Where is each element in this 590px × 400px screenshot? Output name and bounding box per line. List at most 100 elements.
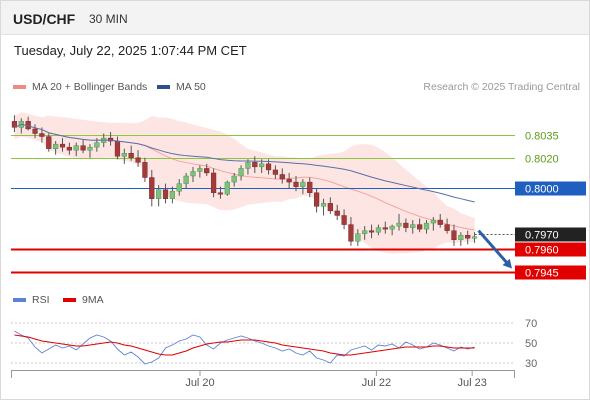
candle-body xyxy=(142,162,148,178)
level-tag-0.7970 xyxy=(515,227,586,242)
x-tick-label: Jul 23 xyxy=(457,377,486,389)
candle-body xyxy=(300,181,306,187)
candle-body xyxy=(190,171,196,177)
candle-body xyxy=(46,136,52,149)
legend-label: MA 50 xyxy=(176,81,206,93)
candle-body xyxy=(410,224,416,228)
legend-rsi: RSI xyxy=(13,294,50,306)
candle-body xyxy=(66,146,72,151)
legend-swatch xyxy=(13,298,26,303)
candle-body xyxy=(128,153,134,158)
interval-label: 30 MIN xyxy=(89,12,128,26)
candle-body xyxy=(458,235,464,240)
candle-body xyxy=(87,146,93,151)
candle-body xyxy=(465,235,471,239)
legend-9ma: 9MA xyxy=(63,294,104,306)
bollinger-band xyxy=(14,112,475,254)
title-bar: USD/CHF 30 MIN xyxy=(1,1,589,35)
candle-body xyxy=(39,133,45,137)
candle-body xyxy=(327,203,333,212)
candle-body xyxy=(286,178,292,183)
candle-body xyxy=(451,230,457,240)
candle-body xyxy=(210,172,217,193)
candle-body xyxy=(368,230,375,233)
candle-body xyxy=(362,230,368,234)
candle-body xyxy=(265,163,272,171)
x-tick-label: Jul 20 xyxy=(185,377,214,389)
candle-body xyxy=(437,219,443,225)
candle-body xyxy=(11,121,18,128)
candle-body xyxy=(94,142,100,148)
level-label-0.7970: 0.7970 xyxy=(525,230,559,242)
candle-body xyxy=(114,140,121,157)
candle-body xyxy=(471,236,478,239)
candle-body xyxy=(348,224,354,242)
candle-body xyxy=(53,143,59,149)
legend-ma50: MA 50 xyxy=(157,81,206,93)
candle-body xyxy=(279,174,285,180)
candle-body xyxy=(272,169,279,175)
level-label-0.7945: 0.7945 xyxy=(525,268,559,280)
ma50-line xyxy=(14,123,475,203)
candle-body xyxy=(334,210,340,216)
candle-body xyxy=(375,227,382,233)
candle-body xyxy=(80,145,86,151)
timestamp: Tuesday, July 22, 2025 1:07:44 PM CET xyxy=(14,43,247,58)
candle-body xyxy=(176,183,182,192)
candle-body xyxy=(238,168,244,177)
candle-body xyxy=(135,157,141,163)
level-tag-0.7945 xyxy=(515,265,586,280)
candle-body xyxy=(389,225,395,230)
candle-body xyxy=(252,162,258,168)
candle-body xyxy=(121,153,127,157)
rsi-series-rsi xyxy=(14,330,475,365)
candle-body xyxy=(32,128,38,134)
credit-text: Research © 2025 Trading Central xyxy=(423,81,580,93)
candle-body xyxy=(224,181,230,195)
candle-body xyxy=(341,215,347,225)
candle-body xyxy=(107,137,114,142)
candle-body xyxy=(293,181,299,187)
rsi-tick-50: 50 xyxy=(525,338,537,350)
legend-label: RSI xyxy=(32,294,50,306)
rsi-series-9ma xyxy=(14,334,475,356)
legend-swatch xyxy=(157,85,170,90)
legend-label: MA 20 + Bollinger Bands xyxy=(32,81,148,93)
candle-body xyxy=(444,224,450,231)
candle-body xyxy=(73,145,79,151)
candle-body xyxy=(417,224,423,230)
candle-body xyxy=(231,175,237,183)
candle-body xyxy=(430,219,436,224)
candle-body xyxy=(183,175,189,184)
legend-label: 9MA xyxy=(82,294,104,306)
candle-body xyxy=(314,192,320,207)
level-tag-0.8000 xyxy=(515,181,586,196)
level-label-0.7960: 0.7960 xyxy=(525,245,559,257)
projection-arrowhead xyxy=(502,258,512,269)
candle-body xyxy=(156,189,162,199)
legend-swatch xyxy=(13,85,26,90)
legend-ma20-bollinger: MA 20 + Bollinger Bands xyxy=(13,81,147,93)
level-label-0.8035: 0.8035 xyxy=(525,131,559,143)
candle-body xyxy=(59,143,66,148)
x-tick-label: Jul 22 xyxy=(362,377,391,389)
candle-body xyxy=(423,222,430,230)
candle-body xyxy=(307,181,313,193)
candle-body xyxy=(320,203,327,207)
candle-body xyxy=(355,233,361,242)
candle-body xyxy=(149,177,155,199)
legend-swatch xyxy=(63,298,76,303)
candle-body xyxy=(245,162,251,169)
candle-body xyxy=(217,192,224,195)
candle-body xyxy=(396,222,402,227)
level-label-0.8020: 0.8020 xyxy=(525,154,559,166)
rsi-tick-30: 30 xyxy=(525,358,537,370)
level-tag-0.7960 xyxy=(515,242,586,257)
symbol-label: USD/CHF xyxy=(13,11,76,27)
candle-body xyxy=(382,227,388,230)
candle-body xyxy=(403,222,409,228)
candle-body xyxy=(204,168,210,174)
candle-body xyxy=(169,190,175,199)
candle-body xyxy=(162,189,169,199)
